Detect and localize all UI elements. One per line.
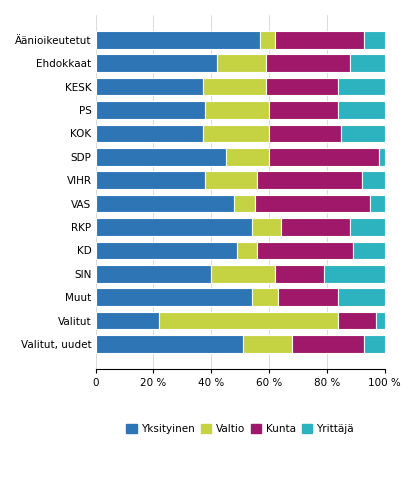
Bar	[281, 218, 350, 236]
Bar	[159, 312, 338, 329]
Bar	[379, 148, 385, 165]
Bar	[252, 218, 281, 236]
Bar	[266, 55, 350, 72]
Bar	[96, 312, 159, 329]
Bar	[275, 31, 364, 49]
Bar	[255, 195, 370, 213]
Bar	[370, 195, 385, 213]
Bar	[252, 289, 278, 306]
Bar	[258, 171, 362, 189]
Bar	[350, 218, 385, 236]
Bar	[364, 335, 385, 353]
Bar	[266, 78, 338, 95]
Bar	[350, 55, 385, 72]
Bar	[206, 171, 258, 189]
Bar	[96, 195, 234, 213]
Bar	[338, 78, 385, 95]
Bar	[96, 171, 206, 189]
Bar	[96, 289, 252, 306]
Bar	[96, 31, 260, 49]
Bar	[338, 312, 376, 329]
Bar	[96, 125, 203, 142]
Bar	[217, 55, 266, 72]
Bar	[96, 218, 252, 236]
Bar	[234, 195, 255, 213]
Bar	[258, 242, 353, 259]
Bar	[376, 312, 385, 329]
Bar	[203, 125, 269, 142]
Bar	[324, 265, 385, 283]
Bar	[353, 242, 385, 259]
Bar	[260, 31, 275, 49]
Bar	[237, 242, 258, 259]
Bar	[269, 101, 338, 119]
Bar	[96, 78, 203, 95]
Bar	[269, 148, 379, 165]
Legend: Yksityinen, Valtio, Kunta, Yrittäjä: Yksityinen, Valtio, Kunta, Yrittäjä	[122, 420, 358, 438]
Bar	[96, 242, 237, 259]
Bar	[278, 289, 338, 306]
Bar	[338, 101, 385, 119]
Bar	[275, 265, 324, 283]
Bar	[362, 171, 385, 189]
Bar	[243, 335, 292, 353]
Bar	[341, 125, 385, 142]
Bar	[203, 78, 266, 95]
Bar	[206, 101, 269, 119]
Bar	[96, 335, 243, 353]
Bar	[96, 265, 211, 283]
Bar	[292, 335, 364, 353]
Bar	[269, 125, 341, 142]
Bar	[96, 148, 226, 165]
Bar	[96, 55, 217, 72]
Bar	[226, 148, 269, 165]
Bar	[364, 31, 385, 49]
Bar	[338, 289, 385, 306]
Bar	[211, 265, 275, 283]
Bar	[96, 101, 206, 119]
